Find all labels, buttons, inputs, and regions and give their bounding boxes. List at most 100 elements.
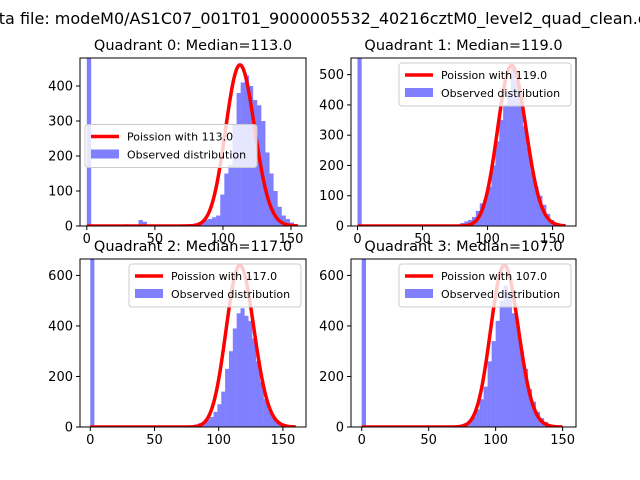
legend-label-poisson: Poission with 107.0 [441, 270, 547, 283]
y-tick-label: 0 [336, 220, 344, 235]
legend-label-poisson: Poission with 117.0 [171, 270, 277, 283]
histogram-bar [205, 419, 210, 427]
x-tick-label: 50 [420, 433, 437, 448]
legend-label-poisson: Poission with 119.0 [441, 69, 547, 82]
histogram-bar [503, 104, 508, 226]
histogram-bar [240, 308, 245, 427]
histogram-bar [507, 92, 512, 226]
y-tick-label: 400 [319, 319, 344, 334]
y-tick-label: 200 [48, 370, 73, 385]
y-tick-label: 200 [319, 370, 344, 385]
histogram-bar [275, 421, 280, 427]
y-tick-label: 400 [48, 319, 73, 334]
histogram-bar [221, 391, 226, 427]
quadrant-0-axes-frame [79, 57, 307, 227]
histogram-bar [232, 328, 237, 427]
y-tick-label: 0 [65, 220, 73, 235]
histogram-bar [269, 173, 274, 226]
y-tick-label: 300 [319, 129, 344, 144]
histogram-bar [220, 194, 225, 226]
histogram-bar [90, 259, 95, 427]
histogram-bar [483, 198, 488, 226]
histogram-bar [495, 141, 500, 226]
histogram-bar [224, 173, 229, 226]
quadrant-0-legend: Poission with 113.0 Observed distribution [84, 124, 258, 168]
histogram-bar [263, 399, 268, 427]
histogram-bar [538, 195, 543, 226]
histogram-bar [207, 219, 213, 226]
histogram-bar [495, 320, 500, 427]
quadrant-1-title: Quadrant 1: Median=119.0 [364, 38, 562, 54]
legend-label-observed: Observed distribution [127, 149, 246, 162]
x-tick-label: 50 [414, 232, 431, 247]
histogram-bar [357, 58, 362, 226]
histogram-bar [361, 259, 366, 427]
x-tick-label: 50 [146, 433, 163, 448]
histogram-bar [138, 220, 143, 226]
histogram-bar [228, 164, 233, 226]
histogram-bar [203, 219, 209, 226]
x-tick-label: 0 [83, 232, 91, 247]
histogram-bar [285, 219, 290, 226]
histogram-bar [267, 409, 272, 427]
quadrant-3-title: Quadrant 3: Median=107.0 [364, 239, 562, 255]
histogram-bar [526, 147, 531, 226]
histogram-bar [518, 95, 523, 226]
quadrant-2-panel: 0 50 100 150 0 200 400 600 Quadrant 2: Median=11… [48, 239, 307, 448]
histogram-bar [225, 368, 230, 427]
histogram-bar [507, 293, 512, 427]
y-tick-label: 500 [319, 68, 344, 83]
x-tick-label: 150 [550, 433, 575, 448]
quadrant-0-panel: 0 50 100 150 0 100 200 300 400 Quadrant 0: Median… [48, 38, 307, 247]
histogram-bar [244, 315, 249, 427]
y-tick-label: 200 [48, 150, 73, 165]
quadrant-0-title: Quadrant 0: Median=113.0 [94, 38, 292, 54]
quadrant-2-axes-frame [79, 258, 307, 428]
quadrant-3-plot-area [361, 259, 564, 427]
histogram-bar [199, 223, 205, 226]
quadrant-1-axes-frame [350, 57, 577, 227]
histogram-bar [475, 409, 480, 427]
histogram-bar [212, 217, 217, 226]
legend-label-observed: Observed distribution [171, 288, 290, 301]
histogram-bar [216, 215, 221, 226]
legend-bar-swatch [405, 88, 433, 97]
histogram-bar [471, 416, 476, 427]
histogram-bar [479, 399, 484, 427]
histogram-bar [273, 191, 278, 226]
legend-bar-swatch [405, 289, 433, 298]
histogram-bar [531, 401, 537, 427]
quadrant-1-panel: 0 50 100 150 0 100 200 300 400 500 Quadrant 1: Med… [319, 38, 577, 247]
histogram-bar [277, 206, 282, 226]
legend-bar-swatch [135, 289, 163, 298]
quadrant-2-title: Quadrant 2: Median=117.0 [94, 239, 292, 255]
legend-label-observed: Observed distribution [441, 288, 560, 301]
y-tick-label: 100 [48, 185, 73, 200]
histogram-bar [259, 381, 264, 427]
histogram-bar [252, 338, 257, 427]
histogram-bar [514, 80, 520, 226]
x-tick-label: 0 [353, 232, 361, 247]
x-tick-label: 50 [147, 232, 164, 247]
figure-suptitle: Data file: modeM0/AS1C07_001T01_90000055… [0, 9, 640, 29]
y-tick-label: 400 [319, 98, 344, 113]
histogram-bar [519, 351, 525, 427]
y-tick-label: 400 [48, 80, 73, 95]
x-tick-label: 150 [270, 433, 295, 448]
histogram-bar [281, 215, 286, 226]
histogram-bar [534, 186, 539, 226]
poisson-curve [361, 263, 564, 427]
histogram-bar [523, 368, 529, 427]
histogram-bar [491, 165, 496, 226]
x-tick-label: 100 [483, 433, 508, 448]
y-tick-label: 0 [336, 421, 344, 436]
y-tick-label: 200 [319, 159, 344, 174]
legend-label-poisson: Poission with 113.0 [127, 131, 233, 144]
quadrant-3-axes-frame [350, 258, 577, 428]
x-tick-label: 0 [86, 433, 94, 448]
histogram-bar [217, 404, 222, 427]
histogram-bar [515, 325, 521, 427]
quadrant-3-panel: 0 50 100 150 0 200 400 600 Quadrant 3: Median=10… [319, 239, 577, 448]
legend-box [398, 263, 572, 308]
histogram-bar [142, 221, 147, 226]
